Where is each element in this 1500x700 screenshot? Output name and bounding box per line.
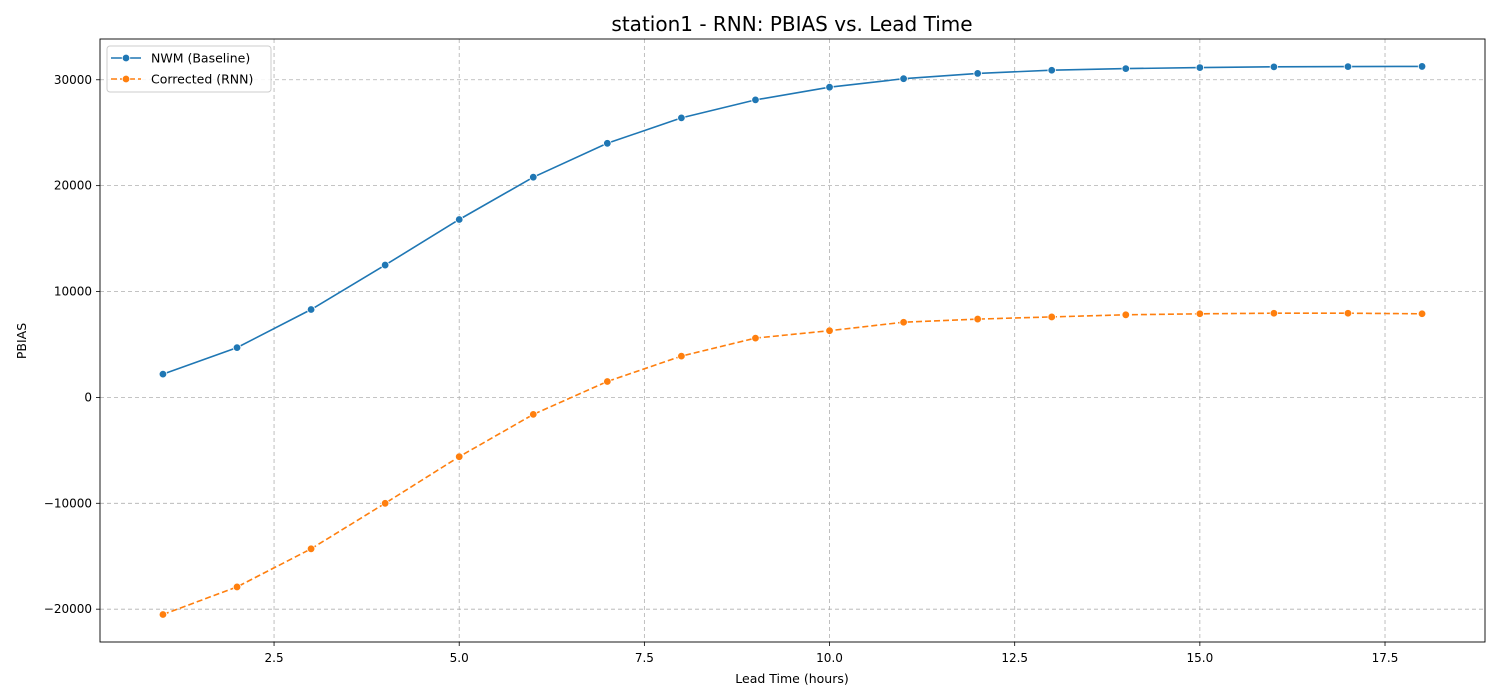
legend-label: Corrected (RNN) xyxy=(151,72,253,87)
data-point xyxy=(899,318,908,327)
grid-lines xyxy=(100,39,1485,642)
x-axis-ticks: 2.5 5.0 7.5 10.0 12.5 15.0 17.5 xyxy=(265,642,1399,665)
data-point xyxy=(232,343,242,352)
x-tick-label: 15.0 xyxy=(1186,651,1213,665)
series-2 xyxy=(158,309,1427,619)
data-point xyxy=(306,544,316,554)
data-point xyxy=(1269,309,1279,318)
series-line xyxy=(162,65,1423,375)
data-point xyxy=(1343,62,1353,71)
y-tick-label: 0 xyxy=(84,390,92,404)
y-axis-ticks: −20000 −10000 0 10000 20000 30000 xyxy=(44,73,100,616)
y-tick-label: 10000 xyxy=(54,285,92,299)
data-point xyxy=(825,326,834,335)
data-point xyxy=(380,499,390,508)
x-tick-label: 7.5 xyxy=(635,651,654,665)
legend-label: NWM (Baseline) xyxy=(151,51,250,66)
y-tick-label: 20000 xyxy=(54,179,92,193)
data-point xyxy=(1121,64,1130,73)
data-point xyxy=(1269,62,1279,72)
data-point xyxy=(603,139,612,148)
data-point xyxy=(158,369,168,379)
x-tick-label: 2.5 xyxy=(265,651,284,665)
x-tick-label: 17.5 xyxy=(1372,651,1399,665)
y-tick-label: −20000 xyxy=(44,602,92,616)
x-tick-label: 10.0 xyxy=(816,651,843,665)
chart-title: station1 - RNN: PBIAS vs. Lead Time xyxy=(611,12,972,36)
x-axis-label: Lead Time (hours) xyxy=(735,671,848,686)
data-point xyxy=(1417,309,1427,318)
series-1 xyxy=(158,62,1427,379)
data-point xyxy=(529,172,538,182)
data-point xyxy=(1343,309,1353,318)
legend: NWM (Baseline) Corrected (RNN) xyxy=(106,45,272,93)
data-point xyxy=(1195,309,1205,318)
legend-marker xyxy=(121,74,131,84)
series-line xyxy=(162,312,1423,616)
data-point xyxy=(529,410,538,419)
data-point xyxy=(455,452,464,461)
data-point xyxy=(1121,310,1130,320)
data-point xyxy=(751,95,760,105)
data-point xyxy=(232,582,242,592)
x-tick-label: 12.5 xyxy=(1001,651,1028,665)
data-point xyxy=(1047,312,1056,322)
plot-frame xyxy=(99,38,1486,643)
series-layer xyxy=(158,62,1427,619)
data-point xyxy=(455,215,464,224)
data-point xyxy=(677,113,686,123)
data-point xyxy=(973,69,982,78)
y-tick-label: 30000 xyxy=(54,73,92,87)
x-tick-label: 5.0 xyxy=(450,651,469,665)
data-point xyxy=(899,74,908,83)
data-point xyxy=(825,82,834,92)
data-point xyxy=(380,260,390,270)
data-point xyxy=(973,314,982,324)
data-point xyxy=(677,351,686,361)
data-point xyxy=(158,610,168,619)
data-point xyxy=(751,333,760,343)
data-point xyxy=(306,305,316,314)
legend-marker xyxy=(121,53,131,63)
y-axis-label: PBIAS xyxy=(14,323,29,359)
data-point xyxy=(1195,63,1205,72)
legend-box xyxy=(106,45,272,93)
data-point xyxy=(603,377,612,386)
data-point xyxy=(1047,66,1056,75)
data-point xyxy=(1417,62,1427,71)
y-tick-label: −10000 xyxy=(44,496,92,510)
